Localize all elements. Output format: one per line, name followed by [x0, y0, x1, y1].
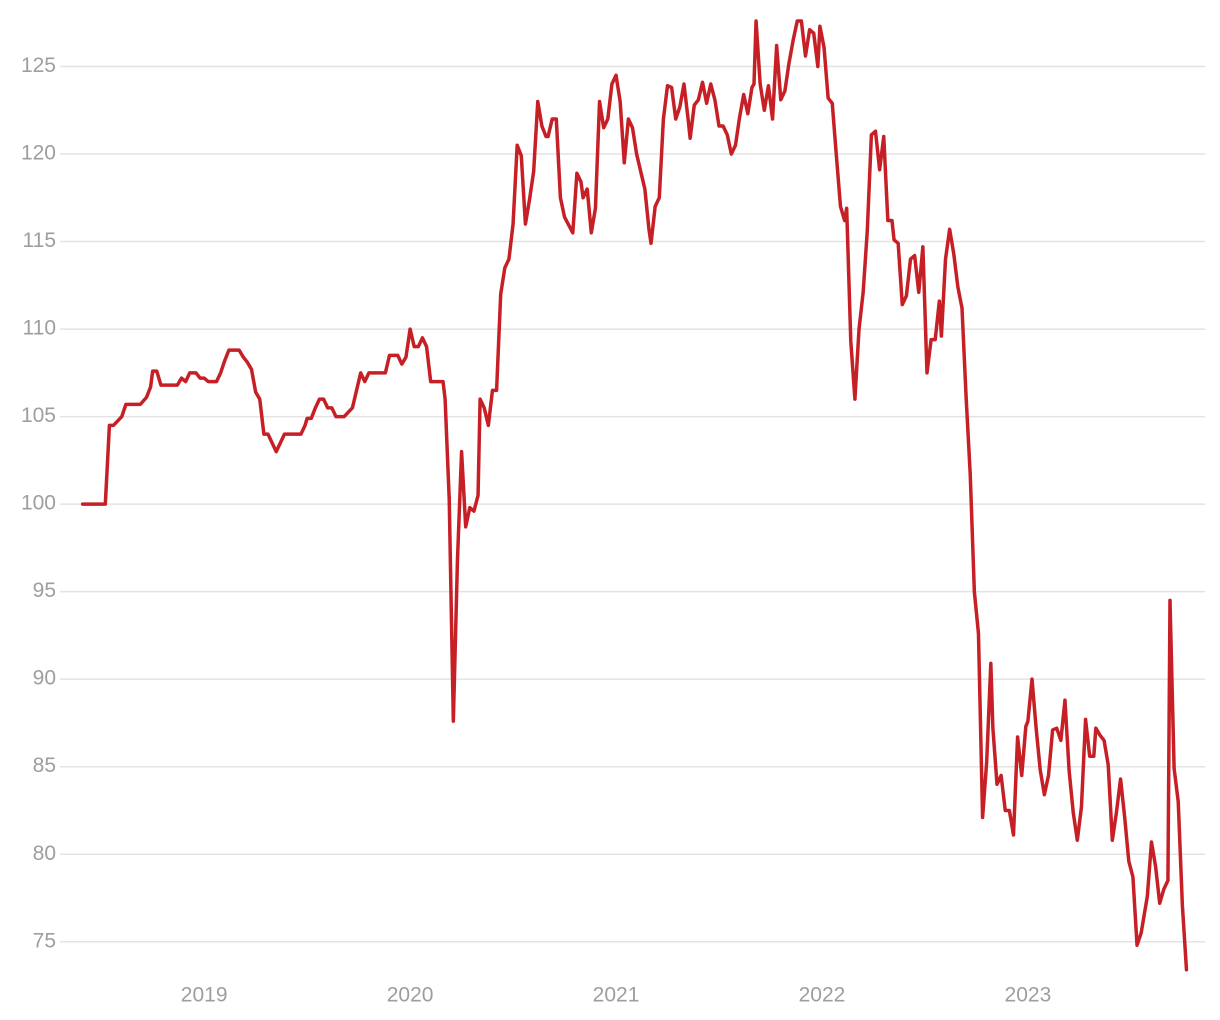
x-tick-label: 2022: [799, 984, 846, 1007]
y-tick-label: 125: [21, 54, 56, 77]
y-tick-label: 100: [21, 492, 56, 515]
y-tick-label: 115: [23, 229, 56, 252]
y-tick-label: 85: [33, 754, 56, 777]
y-tick-label: 95: [33, 579, 56, 602]
y-tick-label: 75: [33, 929, 56, 952]
x-tick-label: 2020: [387, 984, 434, 1007]
y-tick-label: 105: [21, 404, 56, 427]
y-tick-label: 90: [33, 667, 56, 690]
line-series: [80, 19, 1189, 972]
x-tick-label: 2021: [593, 984, 640, 1007]
x-tick-label: 2023: [1005, 984, 1052, 1007]
x-tick-label: 2019: [181, 984, 228, 1007]
y-tick-label: 120: [21, 142, 56, 165]
y-tick-label: 110: [23, 317, 56, 340]
y-tick-label: 80: [33, 842, 56, 865]
